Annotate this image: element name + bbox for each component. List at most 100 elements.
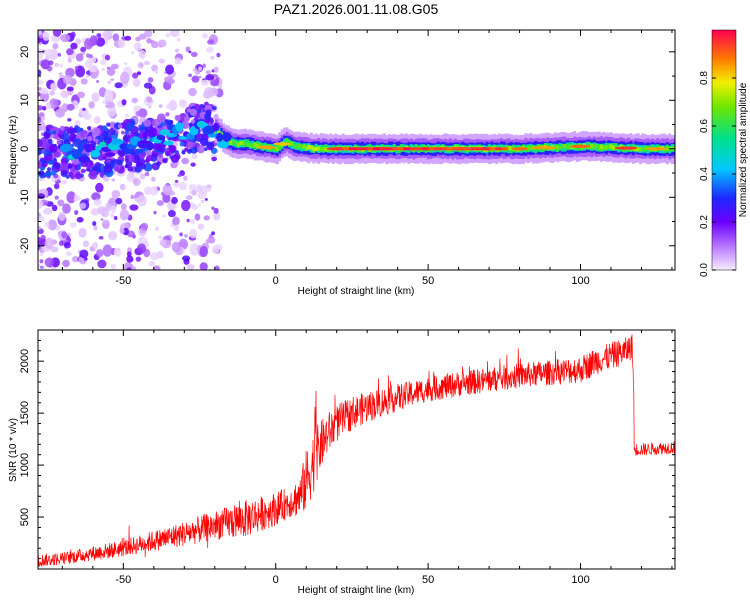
heatmap-cell: [507, 145, 511, 151]
heatmap-blob: [207, 39, 214, 45]
heatmap-blob: [191, 189, 197, 196]
heatmap-blob: [76, 216, 84, 223]
heatmap-hotspot: [531, 146, 557, 150]
heatmap-blob: [42, 105, 47, 111]
heatmap-cell: [665, 146, 669, 151]
heatmap-cell: [636, 147, 640, 152]
heatmap-blob: [156, 113, 166, 123]
heatmap-cell: [307, 144, 311, 150]
heatmap-blob: [152, 119, 161, 127]
heatmap-blob: [102, 30, 112, 39]
heatmap-hotspot: [367, 147, 375, 151]
heatmap-blob: [53, 183, 60, 190]
heatmap-cell: [253, 142, 257, 147]
heatmap-blob: [211, 231, 215, 236]
heatmap-hotspot: [440, 147, 448, 151]
heatmap-blob: [200, 79, 209, 86]
heatmap-cell: [600, 144, 604, 150]
heatmap-blob: [165, 33, 171, 38]
heatmap-blob: [65, 251, 72, 257]
heatmap-blob: [210, 56, 215, 60]
heatmap-cell: [314, 146, 318, 152]
heatmap-blob: [133, 42, 142, 51]
heatmap-cell: [587, 145, 591, 150]
heatmap-blob: [189, 183, 197, 191]
heatmap-blob: [96, 33, 102, 38]
heatmap-blob: [82, 107, 86, 111]
heatmap-blob: [197, 203, 201, 207]
heatmap-blob: [66, 103, 75, 111]
heatmap-blob: [52, 130, 57, 135]
heatmap-blob: [185, 195, 193, 200]
heatmap-blob: [84, 38, 94, 50]
heatmap-blob: [177, 173, 182, 177]
heatmap-cell: [295, 144, 299, 150]
heatmap-hotspot: [422, 147, 430, 151]
heatmap-blob: [134, 148, 144, 154]
heatmap-blob: [171, 196, 178, 205]
heatmap-blob: [124, 62, 128, 65]
heatmap-blob: [63, 241, 71, 249]
heatmap-cell: [595, 143, 599, 149]
heatmap-blob: [51, 204, 58, 212]
snr-xlabel: Height of straight line (km): [298, 585, 415, 596]
heatmap-blob: [174, 224, 179, 229]
heatmap-blob: [114, 165, 120, 172]
heatmap-blob: [152, 142, 161, 150]
heatmap-cell: [322, 146, 326, 152]
colorbar-tick-label: 0.8: [699, 71, 710, 85]
heatmap-hotspot: [452, 147, 460, 151]
heatmap-blob: [188, 50, 192, 54]
heatmap-blob: [143, 162, 153, 172]
heatmap-blob: [50, 83, 56, 89]
heatmap-blob: [207, 187, 212, 192]
heatmap-blob: [102, 99, 107, 105]
heatmap-blob: [122, 227, 130, 236]
heatmap-blob: [80, 78, 88, 85]
heatmap-blob: [197, 223, 205, 230]
snr-frame: [37, 329, 676, 570]
heatmap-blob: [86, 53, 90, 58]
heatmap-blob: [140, 130, 144, 134]
colorbar-label: Normalized spectral amplitude: [738, 82, 749, 217]
heatmap-blob: [158, 58, 165, 64]
heatmap-blob: [188, 87, 197, 97]
heatmap-cell: [607, 144, 611, 149]
heatmap-blob: [49, 144, 58, 153]
heatmap-blob: [218, 85, 223, 89]
heatmap-blob: [73, 198, 79, 202]
heatmap-blob: [61, 157, 68, 165]
heatmap-blob: [173, 181, 180, 188]
heatmap-blob: [106, 122, 111, 127]
heatmap-cell: [529, 145, 533, 151]
heatmap-blob: [125, 164, 129, 168]
heatmap-blob: [49, 90, 55, 96]
heatmap-hotspot: [415, 147, 423, 151]
heatmap-hotspot: [273, 142, 291, 146]
heatmap-blob: [160, 121, 166, 127]
heatmap-blob: [103, 164, 113, 174]
heatmap-cell: [643, 146, 647, 151]
heatmap-blob: [158, 104, 163, 108]
heatmap-blob: [44, 222, 50, 228]
heatmap-blob: [110, 263, 117, 270]
heatmap-blob: [189, 228, 198, 239]
heatmap-blob: [93, 116, 101, 124]
heatmap-blob: [191, 75, 200, 83]
heatmap-blob: [188, 73, 193, 78]
x-tick-label: 0: [273, 574, 279, 586]
heatmap-blob: [148, 105, 152, 109]
heatmap-blob: [137, 61, 144, 69]
y-tick-label: 1500: [19, 401, 31, 425]
heatmap-cell: [604, 145, 608, 150]
heatmap-blob: [104, 89, 114, 101]
snr-ylabel: SNR (10 * v/v): [8, 418, 19, 482]
heatmap-blob: [144, 125, 154, 135]
heatmap-hotspot: [570, 144, 591, 148]
heatmap-cell: [309, 145, 313, 150]
heatmap-cell: [273, 146, 277, 151]
heatmap-hotspot: [489, 147, 497, 151]
heatmap-blob: [211, 206, 215, 210]
heatmap-blob: [93, 199, 102, 206]
heatmap-blob: [113, 248, 122, 257]
